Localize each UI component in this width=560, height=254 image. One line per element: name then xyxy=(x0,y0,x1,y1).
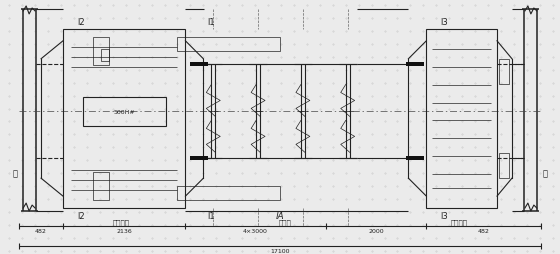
Text: l3: l3 xyxy=(440,18,448,27)
Bar xyxy=(190,62,208,67)
Bar xyxy=(426,30,497,208)
Text: 新旧继头: 新旧继头 xyxy=(112,218,129,225)
Text: l1: l1 xyxy=(208,18,215,27)
Bar xyxy=(190,157,208,161)
Text: l2: l2 xyxy=(77,211,85,220)
Text: l3: l3 xyxy=(440,211,448,220)
Bar xyxy=(93,38,109,66)
Text: 固定端头: 固定端头 xyxy=(451,218,468,225)
Text: 482: 482 xyxy=(478,228,489,233)
Text: 500H#: 500H# xyxy=(113,109,135,115)
Bar xyxy=(83,97,166,127)
Text: 482: 482 xyxy=(35,228,47,233)
Text: lA: lA xyxy=(276,211,285,220)
Text: 4×3000: 4×3000 xyxy=(243,228,268,233)
Text: l1: l1 xyxy=(208,211,215,220)
Bar xyxy=(178,186,280,200)
Text: 17100: 17100 xyxy=(270,248,290,253)
Text: 2136: 2136 xyxy=(116,228,132,233)
Bar xyxy=(63,30,185,208)
Bar xyxy=(178,38,280,52)
Bar xyxy=(499,59,509,84)
Text: 梁: 梁 xyxy=(13,169,18,178)
Text: 中间节: 中间节 xyxy=(279,218,291,225)
Bar xyxy=(93,172,109,200)
Text: l2: l2 xyxy=(77,18,85,27)
Text: 2000: 2000 xyxy=(368,228,384,233)
Text: 梁: 梁 xyxy=(542,169,547,178)
Bar xyxy=(407,157,424,161)
Bar xyxy=(407,62,424,67)
Bar xyxy=(101,50,109,61)
Bar xyxy=(499,154,509,179)
